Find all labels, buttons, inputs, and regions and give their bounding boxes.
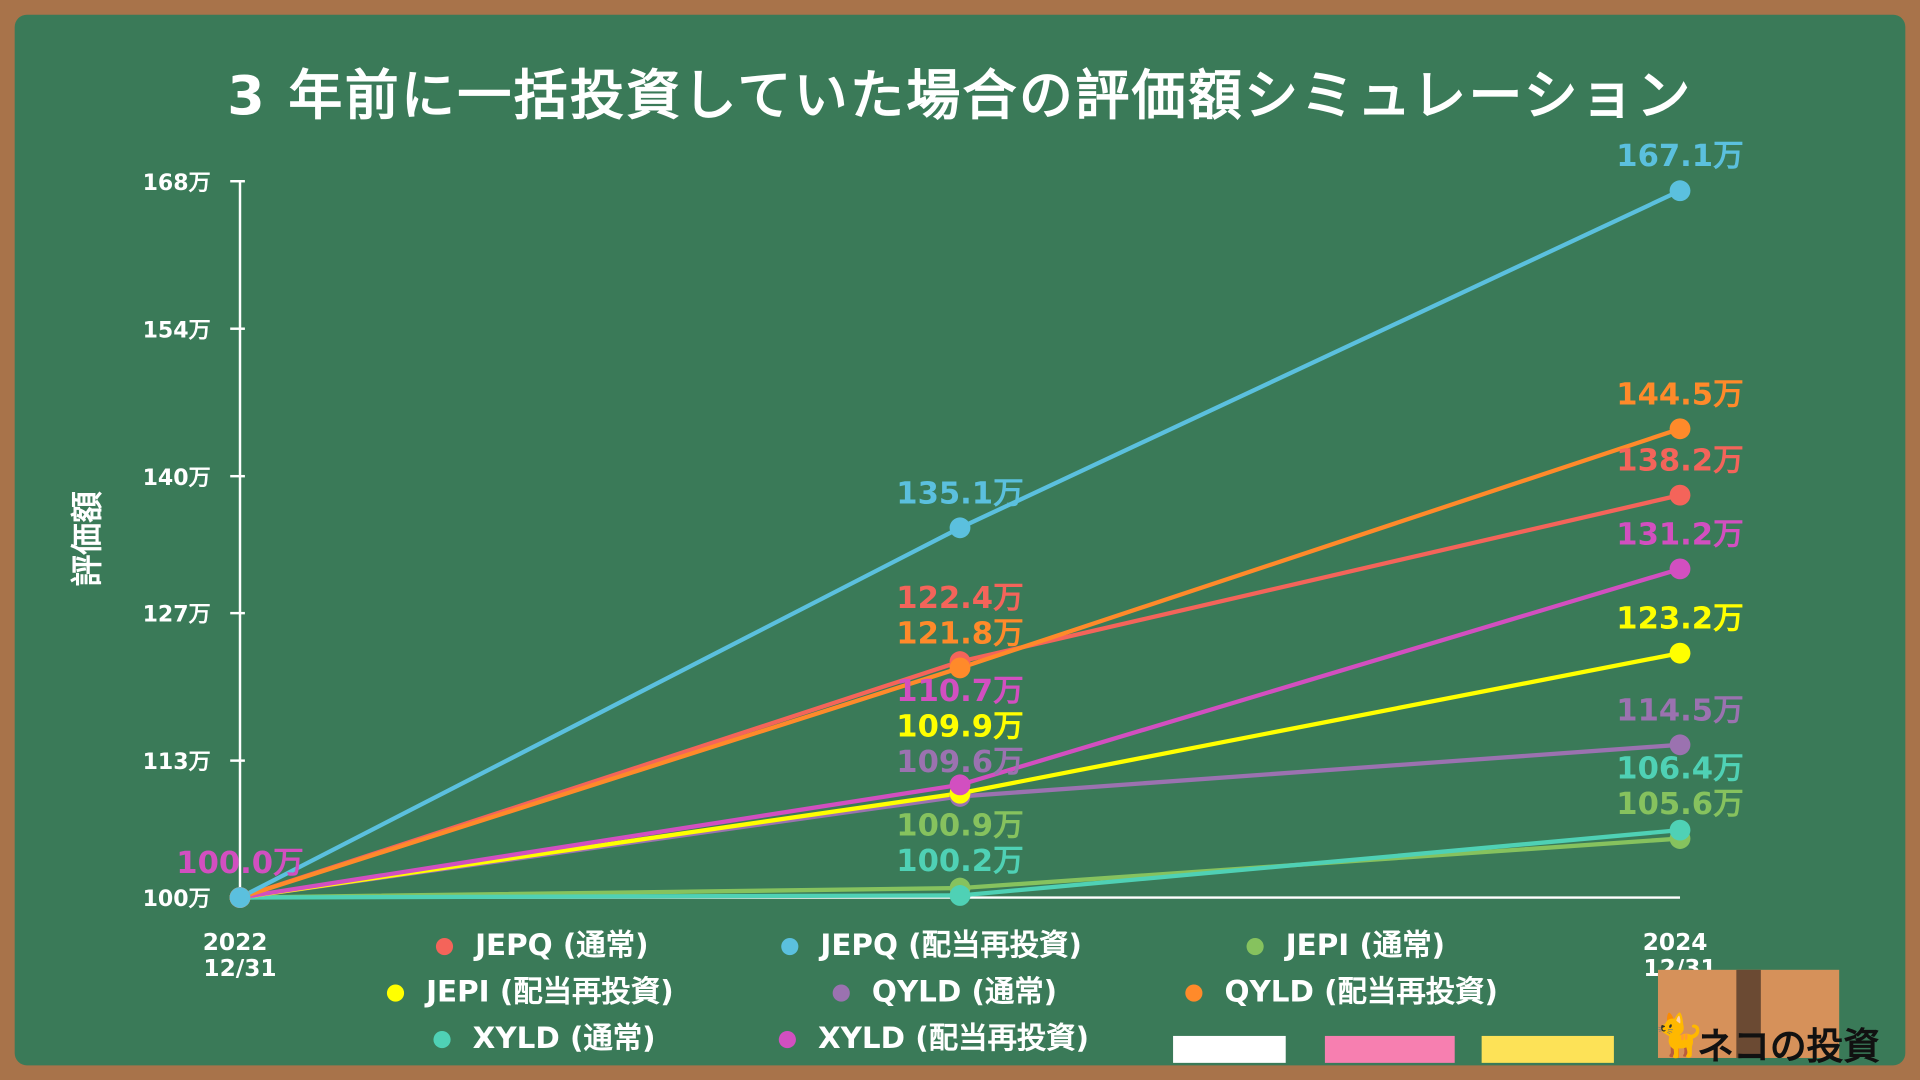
legend-marker: [1185, 984, 1203, 1002]
legend-marker: [832, 984, 850, 1002]
logo-text: ネコの投資: [1697, 1026, 1881, 1069]
data-label: 167.1万: [1616, 139, 1743, 174]
data-point: [1669, 819, 1691, 841]
x-tick-label-date: 12/31: [203, 955, 276, 982]
data-point: [949, 657, 971, 679]
decor-bar-white: [1173, 1035, 1286, 1063]
y-tick-label: 127万: [143, 603, 211, 628]
data-point: [229, 887, 251, 908]
data-point: [949, 885, 971, 906]
legend-label: JEPI (通常): [1285, 928, 1446, 963]
y-tick-label: 100万: [143, 887, 211, 912]
data-point: [1669, 734, 1691, 756]
data-point: [1669, 558, 1691, 580]
legend-label: QYLD (配当再投資): [1224, 974, 1498, 1009]
legend-item: JEPI (配当再投資): [386, 967, 674, 1010]
data-point: [949, 517, 971, 539]
data-label: 144.5万: [1616, 377, 1743, 412]
data-label: 131.2万: [1616, 517, 1743, 552]
legend-item: QYLD (配当再投資): [1185, 967, 1498, 1010]
decor-bar-pink: [1324, 1035, 1455, 1063]
data-label: 109.9万: [896, 709, 1023, 744]
legend-marker: [433, 1031, 451, 1049]
data-label: 100.2万: [896, 844, 1023, 879]
data-label: 123.2万: [1616, 602, 1743, 637]
data-point: [1669, 418, 1691, 440]
legend-item: JEPI (通常): [1246, 921, 1446, 964]
legend-label: JEPQ (通常): [475, 928, 649, 963]
data-label: 106.4万: [1616, 752, 1743, 787]
y-tick-label: 168万: [143, 171, 211, 196]
legend-label: XYLD (配当再投資): [817, 1021, 1090, 1056]
cat-icon: 🐈: [1653, 1011, 1705, 1061]
legend-marker: [778, 1031, 796, 1049]
legend-marker: [781, 937, 799, 956]
y-axis-label: 評価額: [68, 491, 106, 587]
decor-bar-yellow: [1481, 1035, 1614, 1063]
legend-item: QYLD (通常): [832, 967, 1058, 1010]
data-label: 138.2万: [1616, 444, 1743, 479]
data-point: [1669, 484, 1691, 506]
data-point: [1669, 642, 1691, 664]
legend-label: XYLD (通常): [472, 1021, 656, 1056]
legend-item: JEPQ (配当再投資): [781, 921, 1082, 964]
data-label: 122.4万: [896, 581, 1023, 616]
legend-label: JEPQ (配当再投資): [820, 928, 1082, 963]
chart-title: 3 年前に一括投資していた場合の評価額シミュレーション: [227, 64, 1693, 128]
legend-marker: [435, 937, 454, 956]
y-tick-label: 113万: [143, 750, 211, 775]
data-point: [1669, 180, 1691, 202]
legend-item: XYLD (配当再投資): [778, 1014, 1090, 1057]
x-tick-label-year: 2024: [1643, 929, 1708, 956]
x-tick-label-year: 2022: [203, 929, 268, 956]
y-tick-label: 154万: [143, 318, 211, 343]
legend-label: JEPI (配当再投資): [426, 974, 674, 1009]
data-label: 135.1万: [896, 476, 1023, 511]
legend-marker: [1246, 937, 1264, 956]
y-tick-label: 140万: [143, 466, 211, 491]
legend-item: JEPQ (通常): [435, 921, 649, 964]
data-label: 109.6万: [896, 745, 1023, 780]
data-label: 100.9万: [896, 808, 1023, 843]
data-label: 100.0万: [176, 846, 303, 881]
logo: 🐈 ネコの投資: [1653, 969, 1898, 1069]
data-label: 110.7万: [896, 674, 1023, 709]
data-label: 121.8万: [896, 616, 1023, 651]
data-point: [949, 774, 971, 796]
data-label: 105.6万: [1616, 787, 1743, 822]
legend-marker: [386, 984, 405, 1002]
legend-item: XYLD (通常): [433, 1014, 656, 1057]
data-label: 114.5万: [1616, 693, 1743, 728]
box-tape: [1736, 969, 1761, 1058]
legend-label: QYLD (通常): [871, 974, 1058, 1009]
